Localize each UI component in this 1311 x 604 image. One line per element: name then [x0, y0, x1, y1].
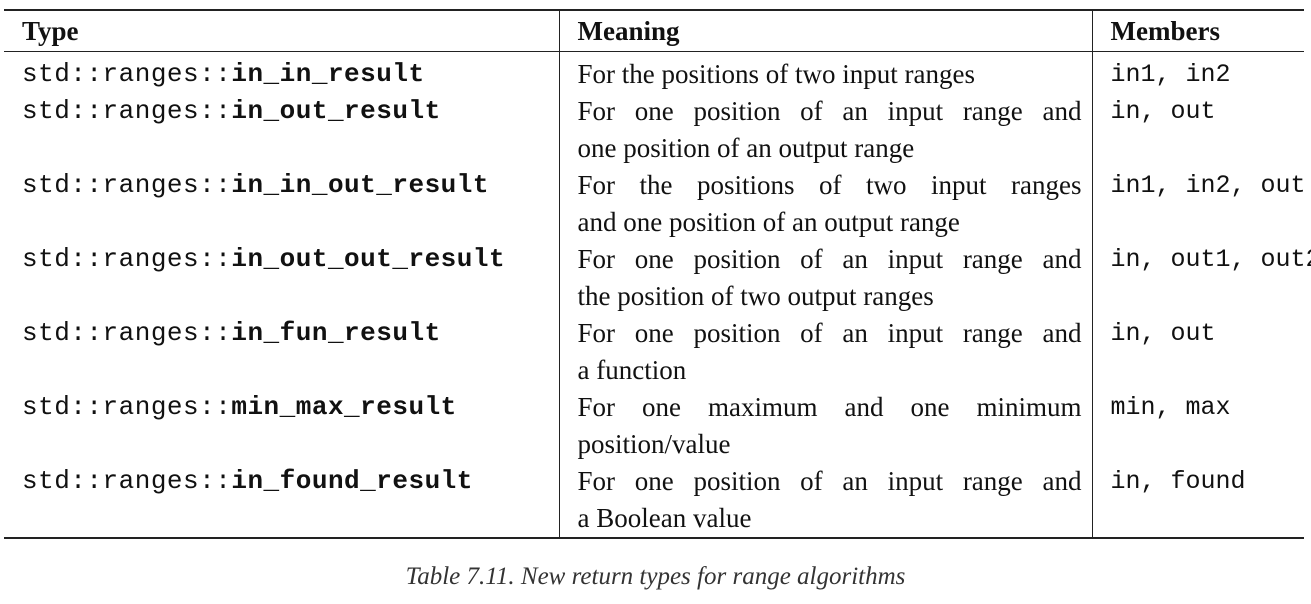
- type-cell: std::ranges::in_in_result: [4, 52, 559, 94]
- meaning-line: For one position of an input range and: [577, 96, 1082, 126]
- type-name: in_in_result: [231, 59, 425, 89]
- meaning-line: position/value: [577, 429, 731, 459]
- meaning-cell: For one position of an input range and on…: [558, 93, 1092, 167]
- table-row: std::ranges::in_fun_result For one positi…: [4, 315, 1304, 389]
- type-cell: std::ranges::in_found_result: [4, 463, 559, 538]
- table-row: std::ranges::in_in_out_result For the pos…: [4, 167, 1306, 241]
- members-cell: in, out1, out2: [1091, 241, 1311, 315]
- members-cell: in, found: [1091, 463, 1304, 538]
- type-cell: std::ranges::in_out_result: [4, 93, 559, 167]
- meaning-cell: For one maximum and one minimum position/…: [558, 389, 1092, 463]
- meaning-cell: For the positions of two input ranges: [558, 51, 1092, 93]
- type-namespace: std::ranges::: [22, 318, 232, 348]
- type-namespace: std::ranges::: [22, 96, 232, 126]
- meaning-line: and one position of an output range: [577, 207, 960, 237]
- type-name: in_out_result: [231, 96, 441, 126]
- meaning-line: For one position of an input range and: [577, 466, 1082, 496]
- type-name: in_found_result: [231, 466, 473, 496]
- meaning-cell: For one position of an input range and a …: [558, 463, 1092, 538]
- meaning-line: For one position of an input range and: [577, 318, 1082, 348]
- meaning-cell: For one position of an input range and a …: [558, 315, 1092, 389]
- type-name: in_fun_result: [231, 318, 441, 348]
- table-header: Type Meaning Members: [4, 10, 1304, 52]
- members-cell: min, max: [1091, 389, 1304, 463]
- table-row: std::ranges::min_max_result For one maxim…: [4, 389, 1304, 463]
- members-cell: in1, in2, out: [1091, 167, 1306, 241]
- meaning-line: a Boolean value: [577, 503, 752, 533]
- type-namespace: std::ranges::: [22, 466, 232, 496]
- return-types-table: Type Meaning Members std::ranges::in_in_…: [4, 9, 1311, 539]
- type-namespace: std::ranges::: [22, 392, 232, 422]
- members-cell: in, out: [1091, 93, 1304, 167]
- meaning-line: the position of two output ranges: [577, 281, 934, 311]
- type-name: in_in_out_result: [231, 170, 489, 200]
- type-cell: std::ranges::in_in_out_result: [4, 167, 559, 241]
- table-row: std::ranges::in_found_result For one posi…: [4, 463, 1304, 538]
- type-cell: std::ranges::min_max_result: [4, 389, 559, 463]
- type-cell: std::ranges::in_fun_result: [4, 315, 559, 389]
- table-row: std::ranges::in_out_out_result For one po…: [4, 241, 1311, 315]
- meaning-cell: For the positions of two input ranges and…: [558, 167, 1092, 241]
- meaning-line: For the positions of two input ranges: [577, 59, 975, 89]
- header-meaning: Meaning: [558, 10, 1092, 52]
- header-row: Type Meaning Members: [4, 10, 1304, 52]
- members-cell: in1, in2: [1091, 51, 1304, 93]
- meaning-line: For one maximum and one minimum: [577, 392, 1082, 422]
- type-namespace: std::ranges::: [22, 170, 232, 200]
- meaning-cell: For one position of an input range and th…: [558, 241, 1092, 315]
- table-row: std::ranges::in_out_result For one positi…: [4, 93, 1304, 167]
- members-cell: in, out: [1091, 315, 1304, 389]
- table-row: std::ranges::in_in_result For the positio…: [4, 51, 1304, 94]
- type-cell: std::ranges::in_out_out_result: [4, 241, 559, 315]
- type-namespace: std::ranges::: [22, 244, 232, 274]
- header-members: Members: [1091, 10, 1304, 52]
- return-types-table-container: Type Meaning Members std::ranges::in_in_…: [4, 9, 1311, 539]
- type-namespace: std::ranges::: [22, 59, 232, 89]
- header-type: Type: [22, 16, 79, 46]
- meaning-line: For one position of an input range and: [577, 244, 1082, 274]
- meaning-line: For the positions of two input ranges: [577, 170, 1082, 200]
- meaning-line: a function: [577, 355, 687, 385]
- meaning-line: one position of an output range: [577, 133, 915, 163]
- type-name: min_max_result: [231, 392, 457, 422]
- type-name: in_out_out_result: [231, 244, 506, 274]
- table-caption: Table 7.11. New return types for range a…: [405, 563, 906, 590]
